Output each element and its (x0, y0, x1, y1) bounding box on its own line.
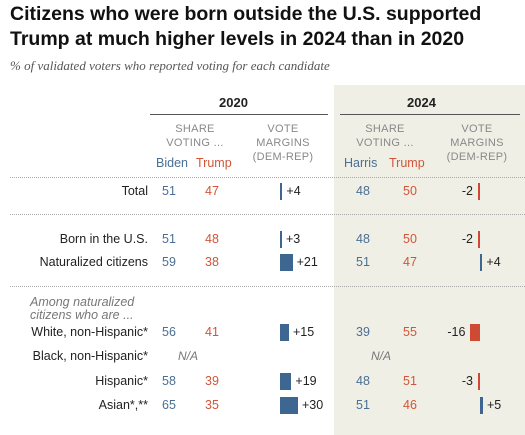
margin-label-2020: +15 (293, 325, 315, 339)
trump-2024-value: 50 (403, 232, 417, 246)
margin-label-2020: +21 (296, 255, 318, 269)
vote-margins-line1: VOTE (267, 123, 299, 135)
row-label: Born in the U.S. (59, 232, 148, 246)
trump-header-2020: Trump (196, 156, 232, 170)
margin-label-2024: -3 (461, 374, 473, 388)
separator-line (10, 214, 525, 215)
trump-2020-value: 39 (205, 374, 219, 388)
share-voting-line1: SHARE (175, 123, 215, 135)
chart-title: Citizens who were born outside the U.S. … (10, 3, 482, 50)
share-voting-header-2020: SHARE VOTING ... (160, 122, 230, 150)
vote-margins-line3: (DEM-REP) (252, 151, 314, 163)
share-voting-header-2024: SHARE VOTING ... (350, 122, 420, 150)
margin-label-2020: +3 (286, 232, 301, 246)
header-year-2024: 2024 (407, 95, 436, 110)
vote-margins-line2: MARGINS (450, 137, 504, 149)
margin-label-2020: +30 (302, 398, 324, 412)
trump-2020-value: 41 (205, 325, 219, 339)
margin-bar-2020 (280, 324, 289, 341)
separator-line (10, 177, 525, 178)
trump-2020-value: 47 (205, 184, 219, 198)
row-label: Black, non-Hispanic* (32, 349, 148, 363)
group-note-line1: Among naturalized (30, 295, 135, 309)
trump-2020-value: 35 (205, 398, 219, 412)
biden-value: 58 (162, 374, 176, 388)
biden-value: 51 (162, 184, 176, 198)
margin-label-2024: +5 (487, 398, 502, 412)
harris-header: Harris (344, 156, 378, 170)
margin-label-2020: +19 (295, 374, 317, 388)
biden-value: 59 (162, 255, 176, 269)
vote-margins-line3: (DEM-REP) (446, 151, 508, 163)
separator-line (10, 286, 525, 287)
margin-label-2024: -16 (447, 325, 466, 339)
trump-2024-value: 46 (403, 398, 417, 412)
vote-margins-header-2024: VOTE MARGINS (DEM-REP) (442, 122, 512, 164)
header-year-2020: 2020 (219, 95, 248, 110)
trump-header-2024: Trump (389, 156, 425, 170)
harris-value: 48 (356, 374, 370, 388)
margin-bar-2024 (478, 373, 480, 390)
share-voting-line2: VOTING ... (166, 137, 224, 149)
margin-bar-2024 (478, 183, 480, 200)
header-rule-2020 (150, 114, 328, 115)
group-note: Among naturalized citizens who are ... (30, 296, 134, 322)
margin-bar-2020 (280, 231, 282, 248)
margin-bar-2020 (280, 373, 292, 390)
margin-label-2024: +4 (486, 255, 501, 269)
margin-label-2020: +4 (286, 184, 301, 198)
share-voting-line1: SHARE (365, 123, 405, 135)
margin-label-2024: -2 (461, 184, 473, 198)
harris-value: 48 (356, 184, 370, 198)
margin-bar-2024 (480, 254, 483, 271)
margin-bar-2024 (478, 231, 480, 248)
margin-bar-2024 (480, 397, 483, 414)
vote-margins-line1: VOTE (461, 123, 493, 135)
trump-2024-value: 51 (403, 374, 417, 388)
biden-value: 56 (162, 325, 176, 339)
panel-2024-background (334, 85, 525, 435)
group-note-line2: citizens who are ... (30, 308, 134, 322)
trump-2024-value: 55 (403, 325, 417, 339)
trump-2024-value: 50 (403, 184, 417, 198)
harris-value: 51 (356, 255, 370, 269)
header-rule-2024 (340, 114, 520, 115)
margin-bar-2020 (280, 183, 283, 200)
row-label: White, non-Hispanic* (31, 325, 148, 339)
na-value-2020: N/A (178, 349, 199, 363)
row-label: Naturalized citizens (39, 255, 148, 269)
biden-header: Biden (156, 156, 188, 170)
vote-margins-header-2020: VOTE MARGINS (DEM-REP) (248, 122, 318, 164)
margin-label-2024: -2 (461, 232, 473, 246)
margin-bar-2020 (280, 397, 298, 414)
row-label: Asian*,** (98, 398, 148, 412)
margin-bar-2020 (280, 254, 293, 271)
vote-margins-line2: MARGINS (256, 137, 310, 149)
chart-subtitle: % of validated voters who reported votin… (10, 58, 330, 73)
harris-value: 51 (356, 398, 370, 412)
row-label: Hispanic* (95, 374, 148, 388)
harris-value: 48 (356, 232, 370, 246)
trump-2024-value: 47 (403, 255, 417, 269)
biden-value: 65 (162, 398, 176, 412)
biden-value: 51 (162, 232, 176, 246)
harris-value: 39 (356, 325, 370, 339)
trump-2020-value: 48 (205, 232, 219, 246)
trump-2020-value: 38 (205, 255, 219, 269)
margin-bar-2024 (470, 324, 480, 341)
row-label: Total (121, 184, 148, 198)
share-voting-line2: VOTING ... (356, 137, 414, 149)
na-value-2024: N/A (371, 349, 392, 363)
